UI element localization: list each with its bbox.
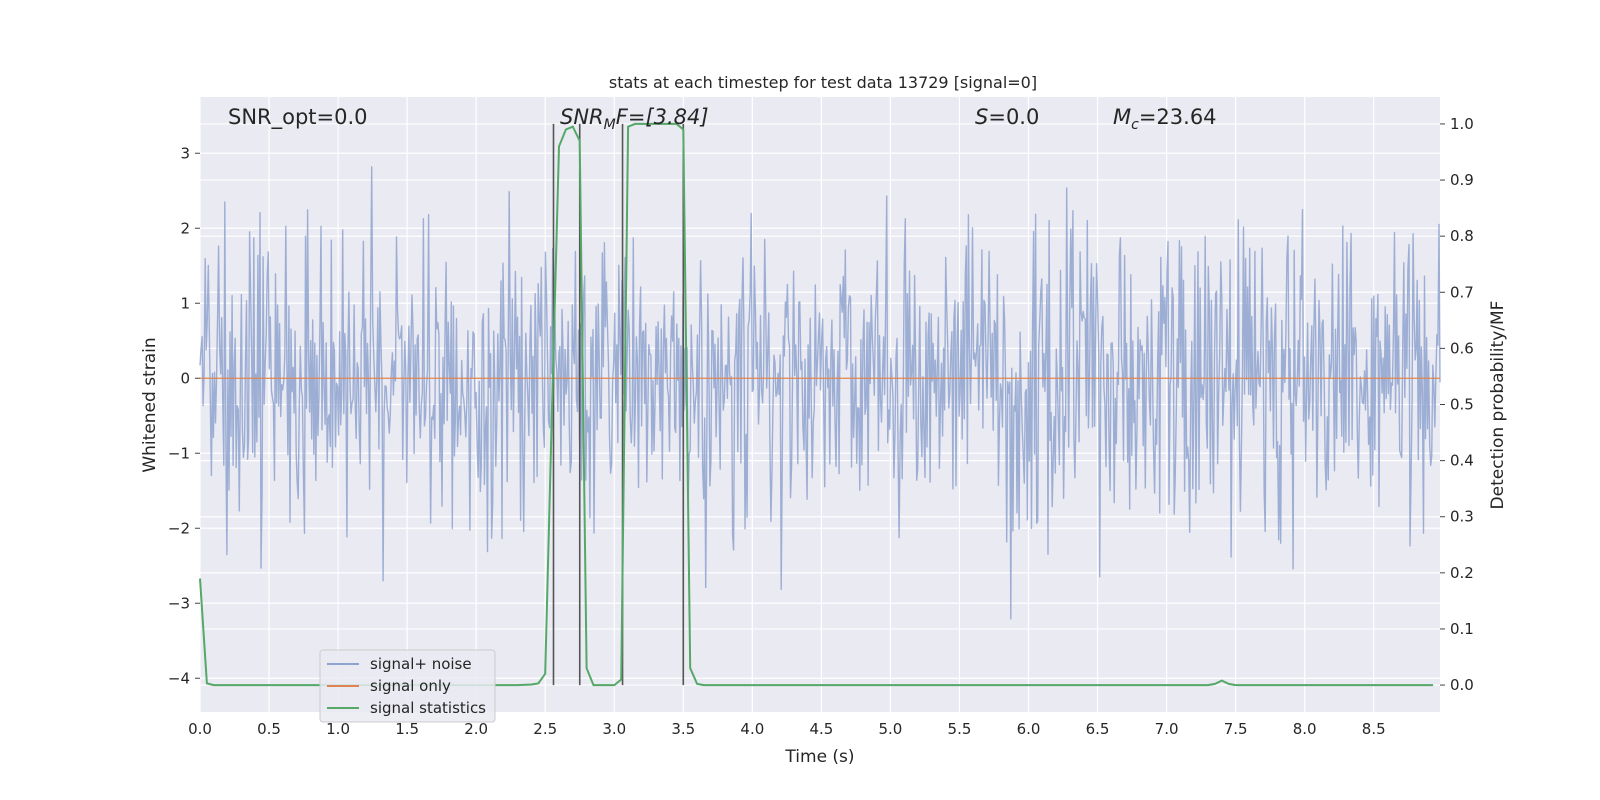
- x-tick-label: 3.0: [602, 720, 626, 738]
- annotation-snr-mf-sub: M: [604, 117, 616, 133]
- annotation-snr-opt: SNR_opt=0.0: [228, 105, 368, 130]
- y-tick-label: −1: [168, 444, 190, 462]
- annotation-mc: Mc=23.64: [1113, 105, 1217, 133]
- y-tick-label: −2: [168, 519, 190, 537]
- annotation-mc-sub: c: [1131, 117, 1139, 133]
- y-tick-label: 3: [180, 144, 190, 162]
- annotation-mc-symbol: M: [1113, 105, 1131, 129]
- y2-tick-labels: 1.0 0.9 0.8 0.7 0.6 0.5 0.4 0.3 0.2 0.1 0.0: [1440, 115, 1474, 694]
- legend-label-signal-only: signal only: [370, 677, 451, 695]
- y2-tick-label: 0.5: [1450, 396, 1474, 414]
- x-tick-label: 1.5: [395, 720, 419, 738]
- series-layer: [199, 122, 1441, 687]
- y2-tick-label: 0.8: [1450, 227, 1474, 245]
- x-tick-label: 6.0: [1017, 720, 1041, 738]
- x-tick-label: 4.0: [740, 720, 764, 738]
- legend-label-signal-noise: signal+ noise: [370, 655, 472, 673]
- x-tick-labels: 0.0 0.5 1.0 1.5 2.0 2.5 3.0 3.5 4.0 4.5 5.0 5.5 6.0 6…: [188, 720, 1386, 738]
- x-tick-label: 4.5: [809, 720, 833, 738]
- y-tick-label: −3: [168, 594, 190, 612]
- y2-axis-label: Detection probability/MF: [1488, 301, 1508, 510]
- x-tick-label: 3.5: [671, 720, 695, 738]
- legend-box: [319, 649, 496, 723]
- x-tick-label: 2.0: [464, 720, 488, 738]
- annotation-mc-value: =23.64: [1139, 105, 1217, 129]
- annotation-s: S=0.0: [975, 105, 1039, 129]
- series-signal-noise-line: [199, 166, 1441, 620]
- y-tick-label: 0: [180, 369, 190, 387]
- y2-tick-label: 0.7: [1450, 283, 1474, 301]
- y-tick-label: 2: [180, 219, 190, 237]
- x-tick-label: 0.0: [188, 720, 212, 738]
- y-tick-labels: 3 2 1 0 −1 −2 −3 −4: [168, 144, 200, 687]
- x-tick-label: 0.5: [257, 720, 281, 738]
- x-tick-label: 7.5: [1224, 720, 1248, 738]
- annotation-snr-mf: SNRMF=[3.84]: [560, 105, 709, 133]
- y2-tick-label: 0.4: [1450, 452, 1474, 470]
- y2-tick-label: 1.0: [1450, 115, 1474, 133]
- x-tick-label: 7.0: [1155, 720, 1179, 738]
- y-axis-label: Whitened strain: [140, 337, 160, 472]
- x-tick-label: 1.0: [326, 720, 350, 738]
- y-tick-label: −4: [168, 669, 190, 687]
- annotation-snr-mf-main: SNR: [560, 105, 604, 129]
- legend-label-signal-statistics: signal statistics: [370, 699, 486, 717]
- x-tick-label: 5.5: [948, 720, 972, 738]
- legend: signal+ noise signal only signal statist…: [319, 649, 496, 723]
- annotation-snr-mf-tail: F=[3.84]: [616, 105, 709, 129]
- x-tick-label: 6.5: [1086, 720, 1110, 738]
- x-tick-label: 8.5: [1362, 720, 1386, 738]
- x-tick-label: 2.5: [533, 720, 557, 738]
- series-signal-statistics-line: [199, 122, 1434, 687]
- y2-tick-label: 0.1: [1450, 620, 1474, 638]
- y-tick-label: 1: [180, 294, 190, 312]
- chart-title: stats at each timestep for test data 137…: [609, 73, 1037, 92]
- x-axis-label: Time (s): [784, 747, 854, 767]
- y2-tick-label: 0.3: [1450, 508, 1474, 526]
- annotation-s-symbol: S: [975, 105, 988, 129]
- y2-tick-label: 0.6: [1450, 339, 1474, 357]
- x-tick-label: 8.0: [1293, 720, 1317, 738]
- annotation-s-value: =0.0: [988, 105, 1039, 129]
- y2-tick-label: 0.9: [1450, 171, 1474, 189]
- x-tick-label: 5.0: [878, 720, 902, 738]
- y2-tick-label: 0.0: [1450, 676, 1474, 694]
- y2-tick-label: 0.2: [1450, 564, 1474, 582]
